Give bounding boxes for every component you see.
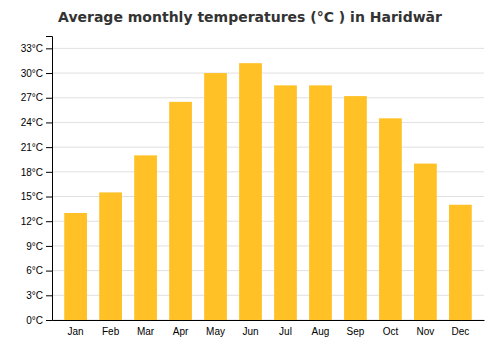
x-tick-label: Nov [417, 326, 435, 337]
x-tick-label: Jan [68, 326, 84, 337]
y-tick: 33°C [21, 43, 52, 54]
y-tick-label: 21°C [21, 142, 43, 153]
x-tick: Mar [137, 326, 155, 337]
x-tick: Apr [173, 326, 189, 337]
x-axis-line [53, 320, 485, 321]
bar [99, 192, 122, 320]
x-tick: Aug [312, 326, 330, 337]
bar [344, 96, 367, 320]
grid-line [52, 48, 484, 49]
x-tick: Feb [102, 326, 120, 337]
x-tick: Jun [242, 326, 258, 337]
y-tick-mark [46, 221, 52, 222]
y-tick-label: 33°C [21, 43, 43, 54]
x-tick: Sep [347, 326, 365, 337]
x-tick-label: Mar [137, 326, 155, 337]
x-tick-label: May [206, 326, 225, 337]
x-tick: Jan [68, 326, 84, 337]
y-tick-label: 30°C [21, 68, 43, 79]
y-tick-label: 3°C [26, 290, 43, 301]
y-tick-mark [46, 73, 52, 74]
grid-line [52, 73, 484, 74]
x-tick: Jul [279, 326, 292, 337]
grid-line [52, 122, 484, 123]
y-tick-label: 15°C [21, 191, 43, 202]
y-tick: 21°C [21, 142, 52, 153]
y-tick-mark [46, 122, 52, 123]
title: Average monthly temperatures (°C ) in Ha… [58, 9, 442, 25]
y-tick: 24°C [21, 117, 52, 128]
y-tick: 6°C [26, 265, 52, 276]
y-tick-label: 24°C [21, 117, 43, 128]
x-tick-label: Feb [102, 326, 120, 337]
y-tick: 0°C [26, 315, 52, 326]
bar [239, 63, 262, 320]
y-tick-mark [46, 172, 52, 173]
plot: 0°C 3°C 6°C 9°C 12°C 15°C 18°C 21°C 24°C 27°C 30°C… [21, 37, 485, 338]
x-tick: May [206, 326, 225, 337]
x-tick-label: Oct [383, 326, 399, 337]
x-tick: Nov [417, 326, 435, 337]
y-tick-mark [46, 320, 52, 321]
bar [134, 155, 157, 320]
x-tick-label: Dec [451, 326, 469, 337]
grid [52, 48, 484, 320]
y-tick: 12°C [21, 216, 52, 227]
bar [414, 164, 437, 320]
x-tick-label: Apr [173, 326, 189, 337]
y-axis: 0°C 3°C 6°C 9°C 12°C 15°C 18°C 21°C 24°C 27°C 30°C… [21, 37, 53, 326]
y-tick-mark [46, 271, 52, 272]
x-tick: Oct [383, 326, 399, 337]
chart: 0°C 3°C 6°C 9°C 12°C 15°C 18°C 21°C 24°C 27°C 30°C… [0, 0, 500, 350]
y-tick: 9°C [26, 241, 52, 252]
y-tick: 3°C [26, 290, 52, 301]
bars [64, 63, 472, 320]
y-tick-mark [46, 246, 52, 247]
bar [309, 85, 332, 320]
bar [379, 118, 402, 320]
y-tick: 15°C [21, 191, 52, 202]
x-tick: Dec [451, 326, 469, 337]
y-tick: 18°C [21, 167, 52, 178]
y-tick-mark [46, 147, 52, 148]
y-tick-label: 9°C [26, 241, 43, 252]
y-tick-mark [46, 98, 52, 99]
y-tick-label: 12°C [21, 216, 43, 227]
y-tick: 30°C [21, 68, 52, 79]
bar [274, 85, 297, 320]
y-tick-mark [46, 295, 52, 296]
bar [449, 205, 472, 320]
bar [64, 213, 87, 320]
bar [169, 102, 192, 320]
x-tick-label: Aug [312, 326, 330, 337]
grid-line [52, 97, 484, 98]
x-tick-label: Jul [279, 326, 292, 337]
x-tick-label: Sep [347, 326, 365, 337]
x-axis: Jan Feb Mar Apr May Jun Jul Aug Sep Oct Nov Dec [53, 321, 485, 338]
y-tick-mark [46, 197, 52, 198]
y-tick-mark [46, 48, 52, 49]
bar [204, 73, 227, 320]
y-tick-label: 18°C [21, 167, 43, 178]
y-tick-label: 0°C [26, 315, 43, 326]
y-axis-line [46, 37, 53, 321]
y-tick: 27°C [21, 92, 52, 103]
grid-line [52, 147, 484, 148]
x-tick-label: Jun [242, 326, 258, 337]
y-tick-label: 27°C [21, 92, 43, 103]
y-tick-label: 6°C [26, 265, 43, 276]
